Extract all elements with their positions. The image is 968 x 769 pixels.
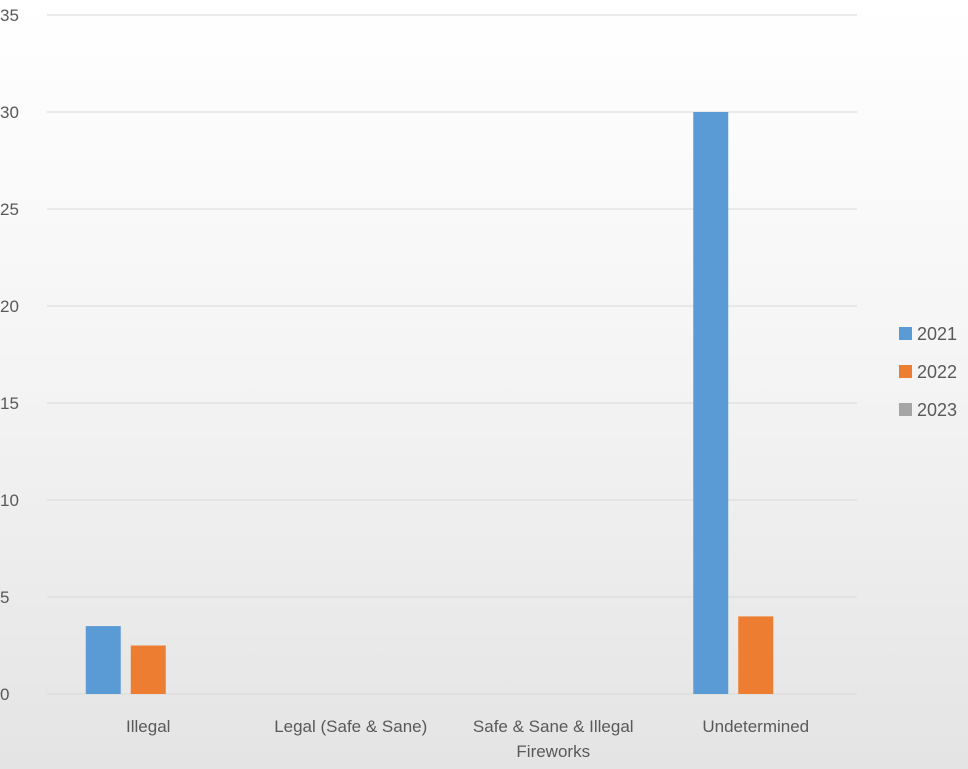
bar-2021 bbox=[693, 112, 729, 694]
y-tick-label: 0 bbox=[0, 685, 9, 704]
y-tick-label: 15 bbox=[0, 394, 19, 413]
x-tick-label: Fireworks bbox=[516, 742, 590, 761]
x-tick-label: Undetermined bbox=[702, 717, 809, 736]
bar-2022 bbox=[738, 616, 774, 694]
y-tick-label: 35 bbox=[0, 6, 19, 25]
y-tick-label: 25 bbox=[0, 200, 19, 219]
y-tick-label: 20 bbox=[0, 297, 19, 316]
x-tick-label: Legal (Safe & Sane) bbox=[274, 717, 427, 736]
bar-2022 bbox=[130, 645, 166, 694]
legend-label-2022: 2022 bbox=[917, 362, 957, 382]
y-tick-label: 10 bbox=[0, 491, 19, 510]
x-tick-label: Illegal bbox=[126, 717, 170, 736]
y-tick-label: 5 bbox=[0, 588, 9, 607]
legend-label-2023: 2023 bbox=[917, 400, 957, 420]
bar-2021 bbox=[85, 626, 121, 694]
legend-swatch-2021 bbox=[899, 327, 912, 340]
legend-swatch-2022 bbox=[899, 365, 912, 378]
y-tick-label: 30 bbox=[0, 103, 19, 122]
legend-label-2021: 2021 bbox=[917, 324, 957, 344]
legend-swatch-2023 bbox=[899, 403, 912, 416]
x-tick-label: Safe & Sane & Illegal bbox=[473, 717, 634, 736]
